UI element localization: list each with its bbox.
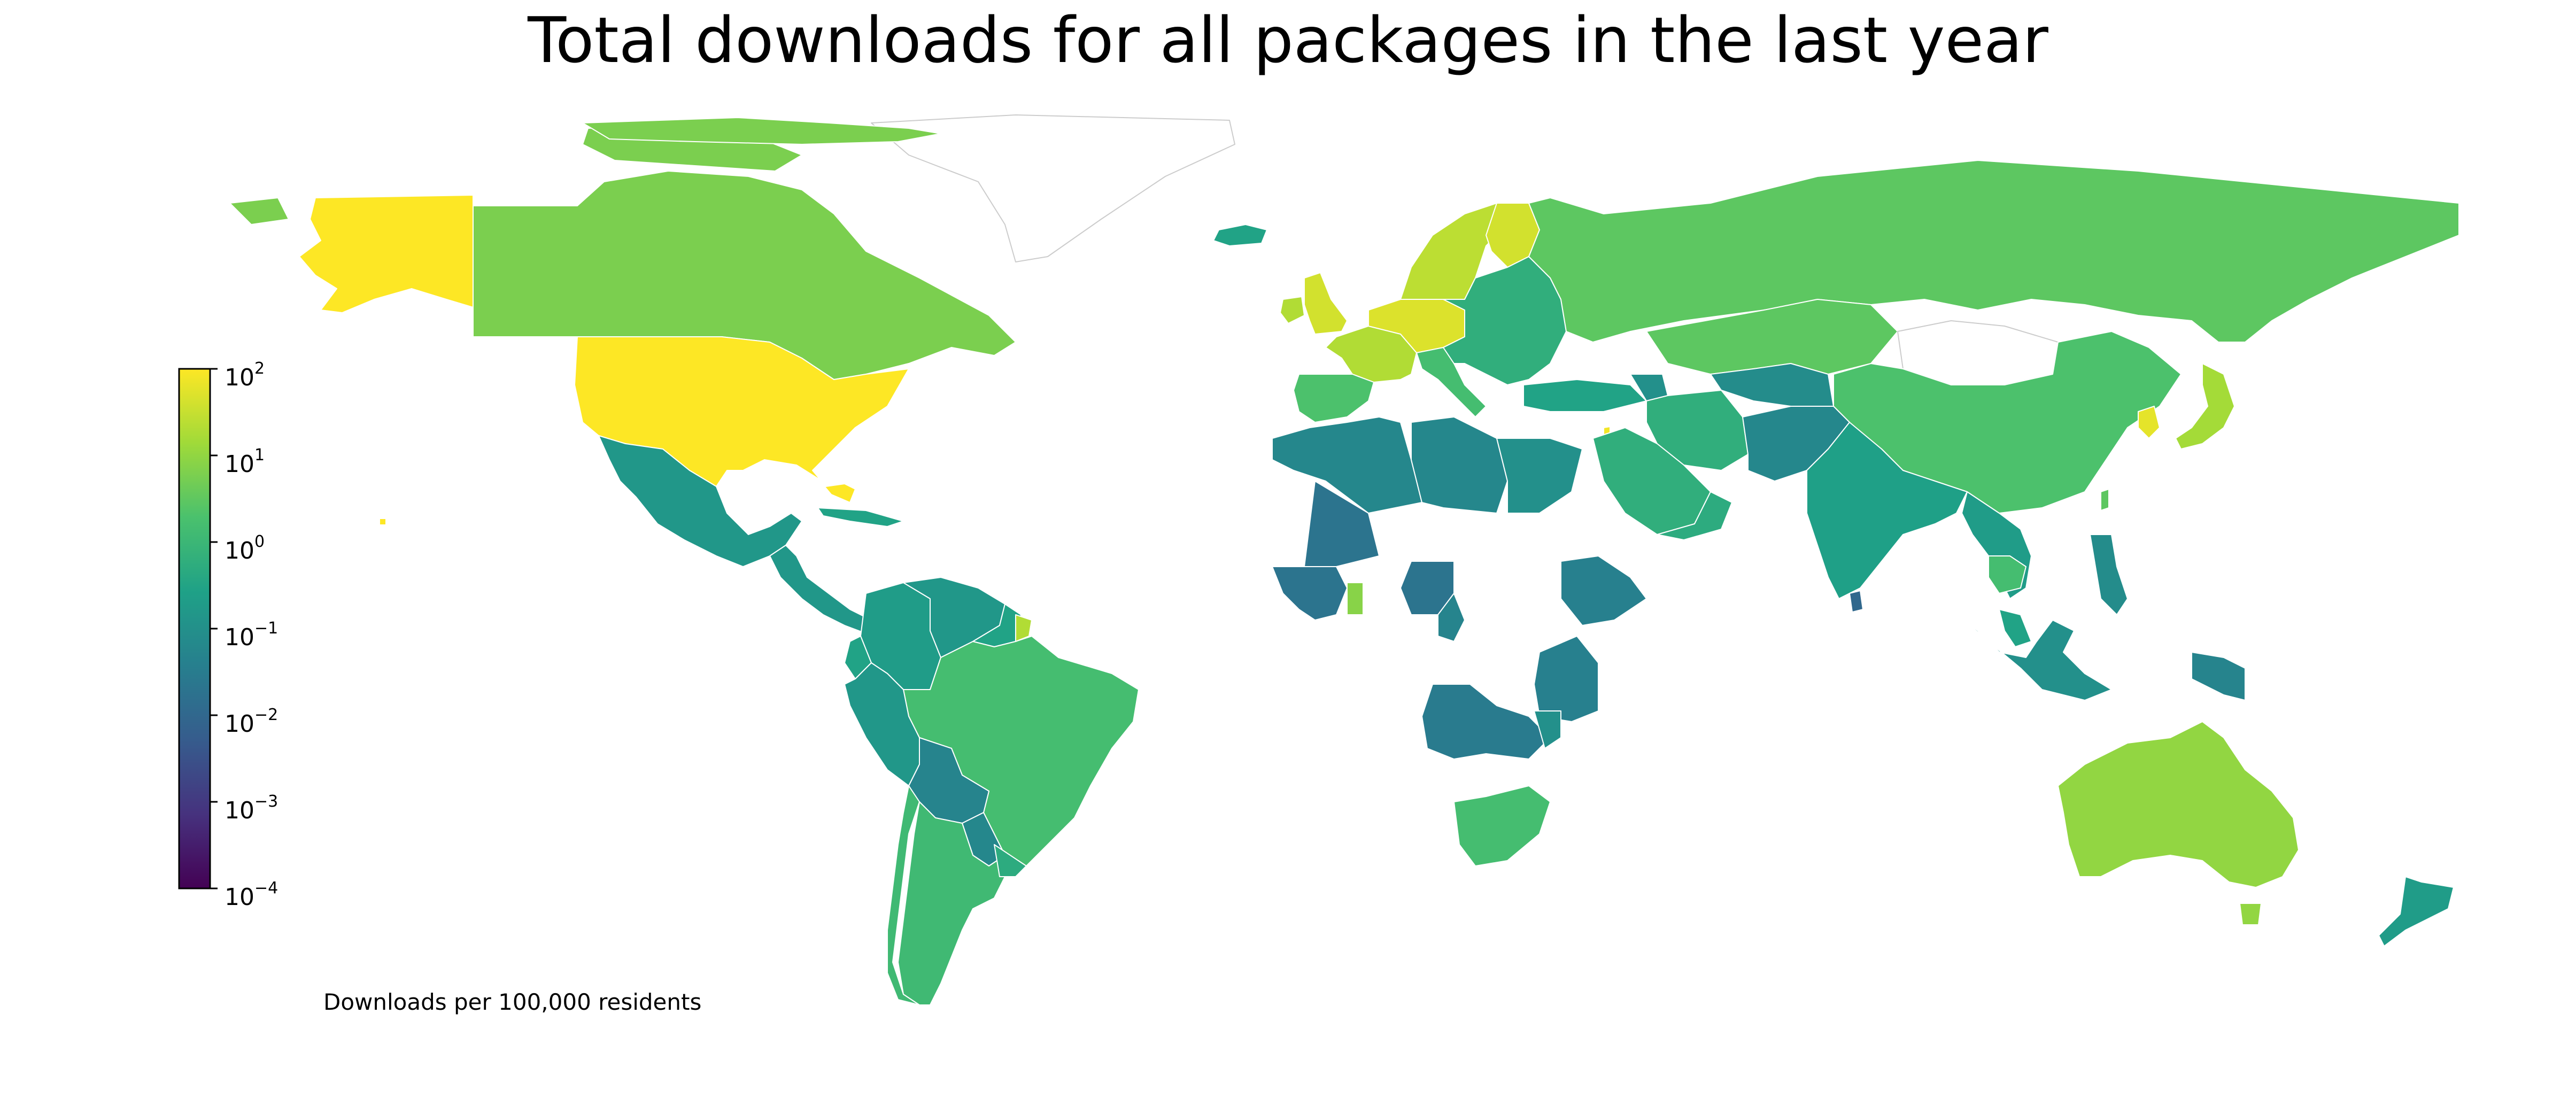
region-malaysia — [1999, 609, 2032, 647]
region-canada — [229, 197, 289, 225]
region-alaska — [299, 195, 474, 313]
region-thailand — [1988, 555, 2026, 594]
region-uruguay — [994, 844, 1027, 877]
region-french-guiana — [1015, 614, 1032, 642]
region-cuba — [817, 507, 904, 527]
region-ghana — [1347, 582, 1364, 615]
region-iberia — [1293, 374, 1374, 423]
colorbar-tick-label: 10−3 — [225, 792, 279, 824]
region-russia — [1528, 160, 2459, 343]
region-turkey — [1523, 379, 1647, 412]
region-korea — [2138, 406, 2160, 439]
region-egypt — [1496, 438, 1583, 514]
region-new-zealand — [2378, 876, 2454, 947]
region-ireland — [1280, 296, 1305, 324]
region-hawaii — [379, 518, 386, 525]
colorbar-tick-label: 10−1 — [225, 619, 279, 651]
colorbar-tick-label: 101 — [225, 446, 265, 478]
region-iceland — [1213, 224, 1267, 246]
region-mexico — [598, 435, 802, 567]
region-australia — [2057, 721, 2299, 888]
colorbar-tick-label: 102 — [225, 359, 265, 391]
region-taiwan — [2100, 489, 2109, 511]
region-maghreb — [1272, 416, 1422, 514]
region-central-america — [769, 545, 872, 634]
region-south-africa — [1453, 785, 1551, 867]
region-philippines — [2090, 534, 2128, 615]
region-ecuador — [844, 636, 872, 679]
region-kazakhstan — [1646, 299, 1898, 375]
region-cameroon — [1437, 593, 1465, 642]
map-title: Total downloads for all packages in the … — [528, 3, 2048, 77]
region-indonesia — [1951, 609, 2112, 701]
country-layer — [229, 114, 2459, 1005]
region-west-africa — [1272, 566, 1348, 621]
region-kenya-tanzania — [1534, 636, 1599, 722]
region-angola-zambia — [1421, 684, 1551, 760]
region-sri-lanka — [1849, 590, 1863, 613]
region-japan — [2175, 363, 2235, 450]
map-caption: Downloads per 100,000 residents — [323, 989, 702, 1015]
region-png — [2191, 652, 2246, 701]
region-eastern-europe — [1443, 256, 1567, 385]
region-uk — [1304, 272, 1348, 335]
region-mozambique — [1534, 710, 1561, 749]
region-tasmania — [2239, 903, 2262, 925]
region-libya — [1411, 416, 1508, 514]
region-argentina — [898, 801, 1005, 1005]
colorbar-gradient — [178, 368, 211, 889]
region-oman — [1657, 491, 1732, 540]
region-india — [1806, 422, 1968, 599]
region-iran — [1646, 390, 1749, 471]
colorbar-tick-label: 100 — [225, 532, 265, 564]
region-canada — [582, 117, 941, 145]
region-greenland — [871, 114, 1235, 262]
colorbar-tick-label: 10−2 — [225, 706, 279, 738]
region-ethiopia — [1560, 555, 1647, 626]
colorbar-ticks — [210, 368, 218, 889]
colorbar-tick-label: 10−4 — [225, 879, 279, 911]
colorbar — [178, 368, 218, 889]
